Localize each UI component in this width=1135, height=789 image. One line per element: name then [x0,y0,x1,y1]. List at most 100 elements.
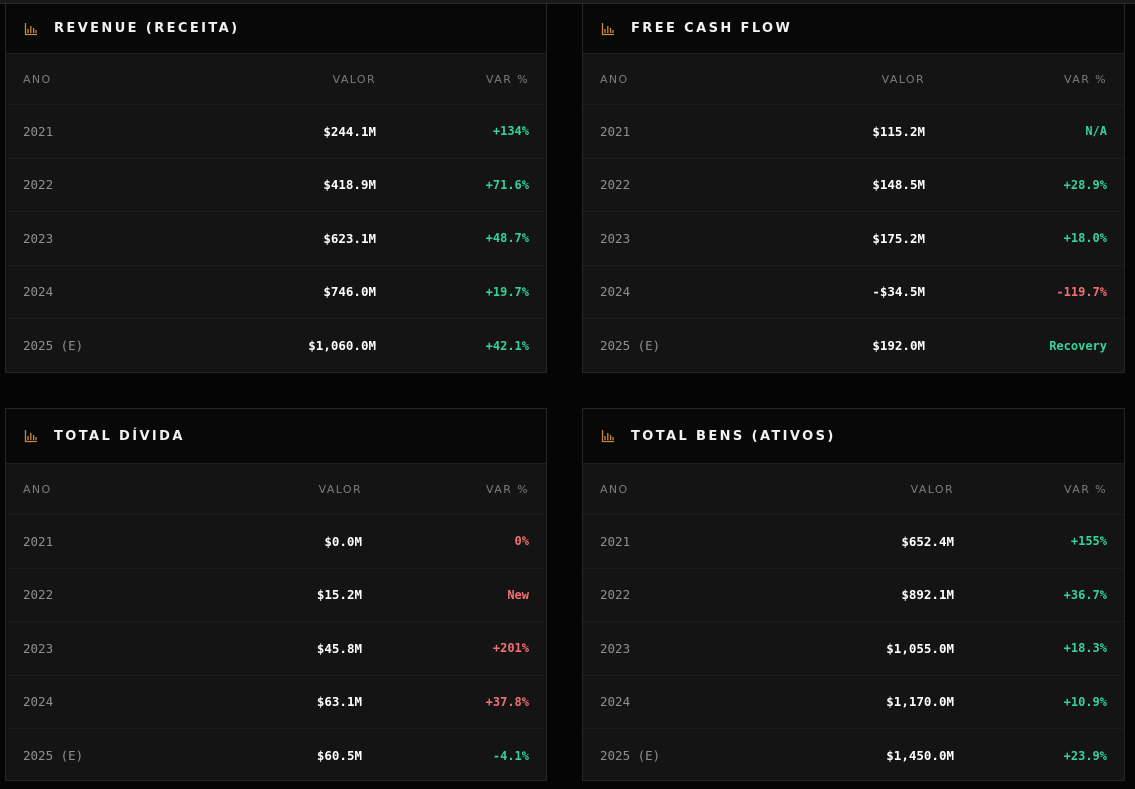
change-cell: N/A [1085,124,1107,139]
year-cell: 2024 [23,284,54,300]
year-column-header: ANO [600,72,629,86]
card-title: REVENUE (RECEITA) [54,21,240,36]
year-cell: 2023 [23,640,54,656]
card-title: TOTAL BENS (ATIVOS) [631,428,836,444]
value-cell: $1,060.0M [308,338,376,354]
year-cell: 2021 [23,533,54,549]
card-header: TOTAL DÍVIDA [6,409,546,464]
total-assets-card: TOTAL BENS (ATIVOS) ANO VALOR VAR % 2021 $65… [582,408,1125,781]
change-column-header: VAR % [1064,72,1107,86]
table-row: 2022 $148.5M +28.9% [583,159,1124,212]
change-cell: +71.6% [485,177,529,192]
value-cell: $63.1M [316,694,362,710]
total-debt-table: ANO VALOR VAR % 2021 $0.0M 0% 2022 $15.2M New 202… [6,464,546,783]
value-cell: $746.0M [323,284,376,300]
bar-chart-icon [24,430,37,443]
year-cell: 2021 [23,123,54,139]
value-cell: $1,170.0M [886,694,954,710]
card-header: REVENUE (RECEITA) [6,4,546,54]
change-cell: +36.7% [1063,587,1107,602]
table-row: 2024 $1,170.0M +10.9% [583,676,1124,729]
value-cell: $1,450.0M [886,748,954,764]
value-cell: $15.2M [316,587,362,603]
change-cell: +48.7% [485,231,529,246]
value-cell: -$34.5M [872,284,925,300]
value-cell: $1,055.0M [886,640,954,656]
bar-chart-icon [601,22,614,35]
year-column-header: ANO [23,482,52,496]
free-cash-flow-table: ANO VALOR VAR % 2021 $115.2M N/A 2022 $148.5M +2… [583,54,1124,373]
change-cell: +18.3% [1063,641,1107,656]
change-column-header: VAR % [1064,482,1107,496]
change-cell: -119.7% [1056,284,1107,299]
table-header-row: ANO VALOR VAR % [583,54,1124,105]
year-cell: 2023 [23,230,54,246]
change-column-header: VAR % [486,482,529,496]
table-row: 2021 $115.2M N/A [583,105,1124,159]
table-header-row: ANO VALOR VAR % [583,464,1124,515]
value-cell: $652.4M [901,533,954,549]
change-cell: +28.9% [1063,177,1107,192]
table-row: 2021 $244.1M +134% [6,105,546,159]
change-cell: +10.9% [1063,694,1107,709]
year-cell: 2024 [600,694,631,710]
value-column-header: VALOR [332,72,376,86]
change-cell: -4.1% [492,748,529,763]
card-title: FREE CASH FLOW [631,21,793,36]
change-cell: +201% [492,641,529,656]
value-cell: $892.1M [901,587,954,603]
value-cell: $115.2M [872,123,925,139]
value-cell: $0.0M [324,533,362,549]
total-assets-table: ANO VALOR VAR % 2021 $652.4M +155% 2022 $892.1M… [583,464,1124,783]
table-row: 2025 (E) $1,450.0M +23.9% [583,729,1124,783]
value-cell: $623.1M [323,230,376,246]
table-header-row: ANO VALOR VAR % [6,464,546,515]
change-cell: +23.9% [1063,748,1107,763]
year-cell: 2021 [600,123,631,139]
bar-chart-icon [601,430,614,443]
change-cell: +42.1% [485,338,529,353]
value-cell: $418.9M [323,177,376,193]
year-cell: 2022 [23,587,54,603]
year-cell: 2024 [23,694,54,710]
change-cell: 0% [514,534,529,549]
table-row: 2023 $175.2M +18.0% [583,212,1124,266]
value-cell: $175.2M [872,230,925,246]
revenue-table: ANO VALOR VAR % 2021 $244.1M +134% 2022 $418.9M… [6,54,546,373]
year-cell: 2025 (E) [600,748,661,764]
table-header-row: ANO VALOR VAR % [6,54,546,105]
bar-chart-icon [24,22,37,35]
table-row: 2022 $15.2M New [6,569,546,622]
year-cell: 2023 [600,640,631,656]
table-row: 2023 $1,055.0M +18.3% [583,622,1124,676]
value-cell: $148.5M [872,177,925,193]
table-row: 2024 -$34.5M -119.7% [583,266,1124,319]
table-row: 2025 (E) $60.5M -4.1% [6,729,546,783]
total-debt-card: TOTAL DÍVIDA ANO VALOR VAR % 2021 $0.0M 0% 202… [5,408,547,781]
free-cash-flow-card: FREE CASH FLOW ANO VALOR VAR % 2021 $115.2M N… [582,4,1125,373]
table-row: 2023 $623.1M +48.7% [6,212,546,266]
change-cell: +19.7% [485,284,529,299]
value-cell: $192.0M [872,338,925,354]
year-column-header: ANO [600,482,629,496]
revenue-card: REVENUE (RECEITA) ANO VALOR VAR % 2021 $244.… [5,4,547,373]
value-column-header: VALOR [318,482,362,496]
year-column-header: ANO [23,72,52,86]
change-column-header: VAR % [486,72,529,86]
value-column-header: VALOR [881,72,925,86]
table-row: 2022 $892.1M +36.7% [583,569,1124,622]
change-cell: +37.8% [485,694,529,709]
year-cell: 2023 [600,230,631,246]
year-cell: 2022 [600,177,631,193]
year-cell: 2022 [23,177,54,193]
value-cell: $45.8M [316,640,362,656]
change-cell: Recovery [1049,338,1107,353]
table-row: 2024 $746.0M +19.7% [6,266,546,319]
table-row: 2021 $0.0M 0% [6,515,546,569]
change-cell: +155% [1070,534,1107,549]
year-cell: 2021 [600,533,631,549]
year-cell: 2025 (E) [23,338,84,354]
table-row: 2022 $418.9M +71.6% [6,159,546,212]
year-cell: 2022 [600,587,631,603]
card-header: FREE CASH FLOW [583,4,1124,54]
